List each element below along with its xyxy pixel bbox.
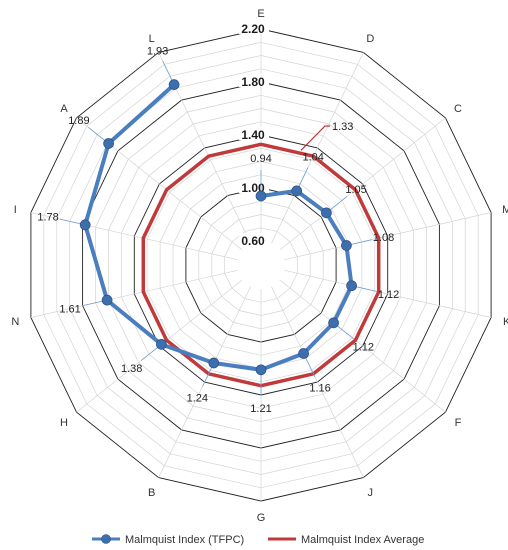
tfpc-point [341,240,352,251]
tfpc-data-label: 1.93 [147,45,168,57]
category-label: A [60,103,68,115]
tfpc-point [255,364,267,376]
tick-label: 0.60 [241,234,265,248]
average-data-label: 1.33 [332,121,353,133]
tfpc-point [328,317,339,329]
legend-label-average: Malmquist Index Average [301,534,424,546]
category-label: E [257,8,264,20]
tick-label: 2.20 [241,22,265,36]
category-labels: E D C M K F J G B H N I A L [11,8,508,524]
tick-label-bg [239,127,269,140]
category-label: K [503,316,508,328]
category-label: L [149,33,155,45]
tfpc-data-label: 1.38 [121,363,142,375]
tfpc-data-label: 1.16 [309,383,330,395]
radial-tick-labels: 0.601.001.401.802.20 [239,21,269,248]
category-label: F [455,417,462,429]
tfpc-data-label: 1.61 [59,304,80,316]
tfpc-point [168,79,180,90]
legend: Malmquist Index (TFPC) Malmquist Index A… [92,534,424,546]
tfpc-point [156,339,167,350]
tfpc-data-label: 1.89 [68,115,89,127]
tfpc-data-label: 1.04 [302,152,323,164]
tfpc-point [346,280,357,292]
grid-spoke [284,212,492,261]
tfpc-data-label: 1.12 [378,289,399,301]
category-label: G [257,512,266,524]
legend-label-tfpc: Malmquist Index (TFPC) [125,534,244,546]
grid-spoke [279,117,446,251]
category-label: H [60,417,68,429]
grid-spoke [284,269,492,318]
tfpc-point [255,190,267,202]
tick-label: 1.40 [241,128,265,142]
tfpc-data-label: 0.94 [250,153,271,165]
tfpc-data-label: 1.05 [345,184,366,196]
category-label: I [14,204,17,216]
tfpc-point [79,219,91,231]
tfpc-data-label: 1.78 [37,211,58,223]
grid [30,28,492,502]
tfpc-data-label: 1.24 [187,392,208,404]
tfpc-data-label: 1.12 [353,342,374,354]
grid-spoke [271,286,364,478]
category-label: N [11,316,19,328]
category-label: J [368,487,374,499]
category-label: B [148,487,155,499]
series-tfpc: 0.94 1.04 1.05 1.08 1.12 1.12 1.16 1.21 1.24 1.38… [37,45,399,414]
tick-label: 1.80 [241,75,265,89]
category-label: D [366,33,374,45]
tfpc-point [321,207,332,219]
tfpc-point [298,348,309,359]
tick-label-bg [239,21,269,34]
tfpc-point [291,185,303,197]
grid-spoke [279,279,446,413]
average-callout-line [300,125,330,151]
tfpc-data-label: 1.08 [373,232,394,244]
tfpc-point [103,138,114,149]
tick-label-bg [239,74,269,87]
tfpc-point [208,357,220,369]
legend-marker-tfpc [101,534,111,544]
tfpc-data-label: 1.21 [250,403,271,415]
tfpc-line [83,83,354,372]
tick-label-bg [239,233,269,246]
tick-label-bg [239,180,269,193]
tfpc-point [101,294,113,306]
category-label: M [502,204,508,216]
category-label: C [454,103,462,115]
grid-spoke [30,269,238,318]
grid-spoke [271,52,364,244]
